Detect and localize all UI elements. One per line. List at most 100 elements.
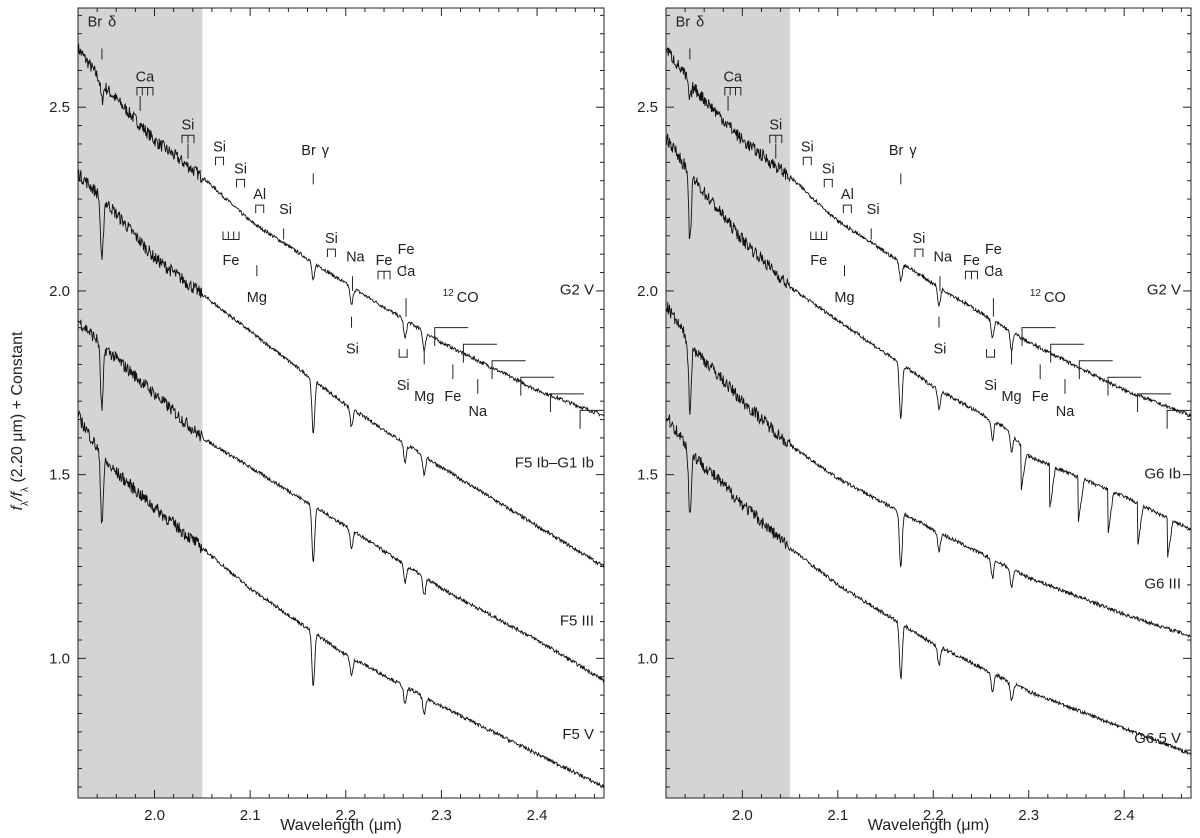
line-label: Al <box>841 187 854 203</box>
x-tick-label: 2.2 <box>923 807 944 824</box>
line-label: Ca <box>136 69 155 85</box>
series-label: G6.5 V <box>1134 730 1181 747</box>
x-tick-label: 2.0 <box>144 807 165 824</box>
co-bandhead-marker <box>549 393 584 413</box>
line-label: Br γ <box>889 143 918 159</box>
series-label: G6 Ib <box>1144 465 1181 482</box>
x-tick-label: 2.3 <box>1018 807 1039 824</box>
x-tick-label: 2.4 <box>1114 807 1135 824</box>
line-label: Fe <box>985 242 1002 258</box>
line-label: Si <box>182 117 195 133</box>
spectrum-line <box>77 318 605 684</box>
co-bandhead-marker <box>434 327 469 347</box>
line-label: Ca <box>984 264 1003 280</box>
left-spectra-panel: 2.0 2.1 2.2 2.3 2.4 1.0 1.5 2.0 2.5 Wavelength (μ… <box>49 7 605 834</box>
line-label: Si <box>867 202 880 218</box>
line-label: Si <box>984 378 997 394</box>
line-label: Al <box>253 187 266 203</box>
x-axis-label: Wavelength (μm) <box>280 817 402 834</box>
co-bandhead-marker <box>1078 360 1113 380</box>
line-label: Mg <box>1001 389 1021 405</box>
line-label: Si <box>934 341 947 357</box>
series-label: F5 Ib–G1 Ib <box>515 454 594 471</box>
line-bracket <box>398 349 408 358</box>
line-label: Si <box>279 202 292 218</box>
line-label: 12 CO <box>443 288 479 306</box>
x-tick-label: 2.0 <box>732 807 753 824</box>
co-bandhead-marker <box>1050 343 1085 363</box>
y-tick-label: 2.5 <box>49 99 70 116</box>
line-label: Si <box>325 231 338 247</box>
right-spectra-panel: 2.0 2.1 2.2 2.3 2.4 1.0 1.5 2.0 2.5 Wavelength (μ… <box>637 7 1192 834</box>
line-label: Fe <box>223 253 240 269</box>
line-bracket <box>823 178 833 188</box>
spectrum-line <box>77 169 605 569</box>
line-bracket <box>215 156 225 166</box>
line-label: Br δ <box>88 14 117 30</box>
line-label: Fe <box>398 242 415 258</box>
y-tick-label: 1.0 <box>637 650 658 667</box>
line-label: Si <box>801 139 814 155</box>
line-label: Br γ <box>301 143 330 159</box>
co-bandhead-marker <box>1166 409 1191 429</box>
line-bracket <box>986 349 996 358</box>
x-axis-label: Wavelength (μm) <box>868 817 990 834</box>
co-bandhead-marker <box>1137 393 1171 413</box>
y-tick-label: 2.5 <box>637 99 658 116</box>
line-label: Fe <box>810 253 827 269</box>
line-label: Br δ <box>676 14 705 30</box>
line-bracket <box>236 178 246 188</box>
line-bracket <box>326 248 336 258</box>
y-tick-label: 1.5 <box>637 467 658 484</box>
line-label: Si <box>822 161 835 177</box>
x-tick-label: 2.1 <box>827 807 848 824</box>
series-label: F5 III <box>560 612 594 629</box>
line-bracket <box>377 270 391 280</box>
series-label: G2 V <box>1147 282 1181 299</box>
x-tick-label: 2.1 <box>240 807 261 824</box>
line-bracket <box>136 86 154 96</box>
line-label: Na <box>468 404 487 420</box>
co-bandhead-marker <box>1107 376 1142 396</box>
line-label: Si <box>346 341 359 357</box>
co-bandhead-marker <box>1021 327 1056 347</box>
line-label: Mg <box>834 290 854 306</box>
line-bracket <box>724 86 742 96</box>
line-label: Na <box>934 250 953 266</box>
line-label: Si <box>397 378 410 394</box>
spectrum-line <box>665 301 1192 639</box>
line-label: Na <box>1056 404 1075 420</box>
spectrum-line <box>77 43 605 417</box>
line-label: Fe <box>1032 389 1049 405</box>
spectrum-line <box>665 47 1192 418</box>
line-label: Si <box>913 231 926 247</box>
line-label: Na <box>346 250 365 266</box>
line-label: Mg <box>414 389 434 405</box>
line-label: Fe <box>444 389 461 405</box>
line-label: Fe <box>376 253 393 269</box>
co-bandhead-marker <box>462 343 497 363</box>
series-label: F5 V <box>562 726 594 743</box>
line-bracket <box>255 204 265 214</box>
line-bracket <box>222 231 240 240</box>
line-bracket <box>810 231 828 240</box>
x-tick-label: 2.2 <box>335 807 356 824</box>
y-tick-label: 1.5 <box>49 467 70 484</box>
spectrum-line <box>665 414 1192 756</box>
line-label: Ca <box>397 264 416 280</box>
co-bandhead-marker <box>520 376 555 396</box>
line-bracket <box>964 270 978 280</box>
spectrum-line <box>665 133 1192 558</box>
line-label: Si <box>234 161 247 177</box>
x-tick-label: 2.3 <box>431 807 452 824</box>
series-label: G2 V <box>560 282 594 299</box>
line-bracket <box>914 248 924 258</box>
line-bracket <box>802 156 812 166</box>
line-label: Si <box>213 139 226 155</box>
y-tick-label: 2.0 <box>637 283 658 300</box>
x-tick-label: 2.4 <box>527 807 548 824</box>
line-label: Fe <box>963 253 980 269</box>
plot-frame <box>665 7 1192 799</box>
series-label: G6 III <box>1144 576 1181 593</box>
